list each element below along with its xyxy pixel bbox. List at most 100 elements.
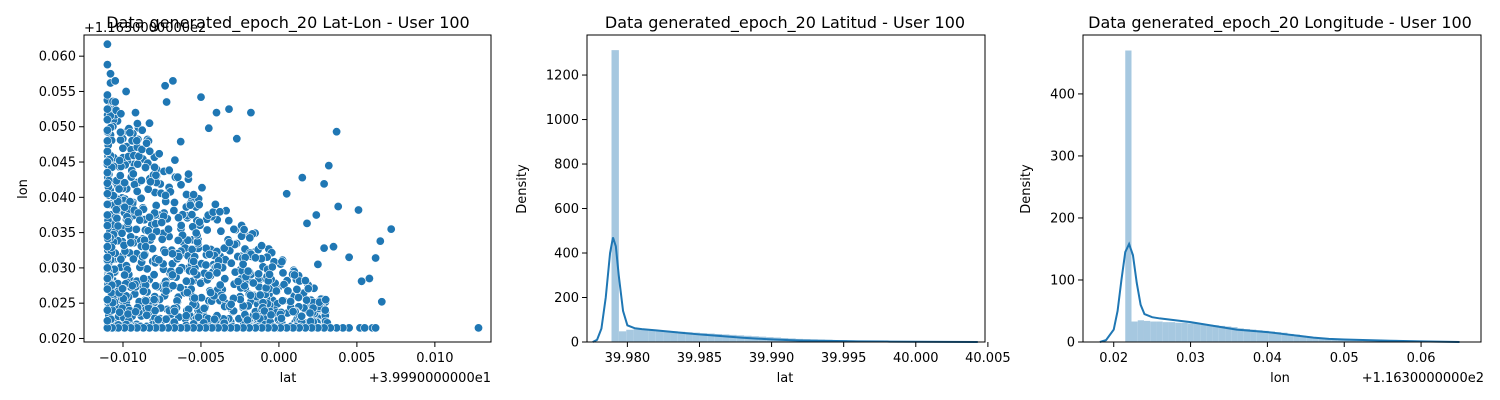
histogram-bar [685,332,693,342]
histogram-bar [1200,324,1207,342]
scatter-point [195,217,205,227]
y-tick-label: 0 [1067,336,1075,351]
scatter-point [196,92,206,102]
x-tick-label: 0.03 [1176,351,1205,366]
scatter-point [282,189,292,199]
scatter-point [292,284,302,294]
scatter-point [144,212,154,222]
latitude-panel: Data generated_epoch_20 Latitud - User 1… [515,13,1011,386]
scatter-point [181,311,191,321]
histogram-bar [1225,326,1232,342]
histogram-bar [1337,338,1344,342]
histogram-bar [1137,320,1144,342]
scatter-point [146,177,156,187]
scatter-point [266,310,276,320]
scatter-point [142,138,152,148]
longitude-x-offset-label: +1.1630000000e2 [1362,371,1484,386]
histogram-bar [618,331,627,342]
longitude-y-axis: 0 100 200 300 400 [1050,87,1083,351]
scatter-point [212,108,222,118]
histogram-bar [655,330,664,342]
y-tick-label: 0.050 [39,120,76,135]
scatter-point [170,155,180,165]
scatter-points [102,39,483,333]
scatter-point [102,157,112,167]
scatter-point [232,134,242,144]
scatter-point [371,323,381,333]
scatter-point [302,295,312,305]
scatter-point [216,226,226,236]
scatter-point [185,200,195,210]
scatter-point [127,281,137,291]
histogram-bar [699,333,708,342]
histogram-bar [1318,337,1325,342]
scatter-point [160,247,170,257]
scatter-x-axis: −0.010 −0.005 0.000 0.005 0.010 [99,342,453,366]
scatter-point [128,169,138,179]
latitude-x-axis-label: lat [777,371,794,386]
longitude-x-axis: 0.02 0.03 0.04 0.05 0.06 [1099,342,1436,366]
scatter-point [138,286,148,296]
latitude-histogram-bars [611,50,980,342]
histogram-bar [707,333,715,342]
y-tick-label: 1200 [546,69,579,84]
histogram-bar [1274,332,1282,342]
scatter-point [187,210,197,220]
x-tick-label: 39.980 [605,351,651,366]
longitude-title: Data generated_epoch_20 Longitude - User… [1088,13,1472,33]
x-tick-label: 0.000 [260,351,297,366]
scatter-point [157,218,167,228]
scatter-point [204,270,214,280]
longitude-x-axis-label: lon [1270,371,1290,386]
scatter-point [133,159,143,169]
scatter-point [120,202,130,212]
histogram-bar [1156,321,1163,342]
scatter-point [210,199,220,209]
histogram-bar [1287,333,1294,342]
histogram-bar [1349,339,1357,342]
scatter-point [102,60,112,70]
y-tick-label: 200 [554,291,579,306]
scatter-y-axis-label: lon [16,179,31,199]
y-tick-label: 0.055 [39,85,76,100]
y-tick-label: 0.040 [39,191,76,206]
scatter-point [184,169,194,179]
latitude-y-axis: 0 200 400 600 800 1000 1200 [546,69,587,351]
scatter-point [136,176,146,186]
histogram-bar [1237,328,1244,342]
scatter-point [110,97,120,107]
x-tick-label: 39.990 [749,351,795,366]
scatter-point [181,276,191,286]
scatter-point [204,249,214,259]
scatter-point [302,218,312,228]
scatter-point [136,193,146,203]
scatter-point [300,276,310,286]
scatter-point [277,296,287,306]
scatter-point [118,143,128,153]
scatter-point [141,296,151,306]
scatter-point [199,303,209,313]
scatter-point [102,210,112,220]
scatter-panel: Data generated_epoch_20 Lat-Lon - User 1… [16,13,492,386]
scatter-point [332,127,342,137]
x-tick-label: 40.000 [893,351,939,366]
scatter-point [161,286,171,296]
scatter-point [333,202,343,212]
scatter-point [142,310,152,320]
x-tick-label: 40.005 [965,351,1011,366]
scatter-point [176,180,186,190]
scatter-point [131,108,141,118]
histogram-bar [729,334,737,342]
scatter-point [286,296,296,306]
y-tick-label: 0.035 [39,226,76,241]
histogram-bar [640,329,649,342]
y-tick-label: 0.060 [39,50,76,65]
scatter-point [264,269,274,279]
scatter-point [131,224,141,234]
scatter-point [278,268,288,278]
histogram-bar [1168,322,1176,342]
scatter-point [246,290,256,300]
histogram-bar [692,332,700,342]
x-tick-label: 0.005 [338,351,375,366]
scatter-point [145,118,155,128]
